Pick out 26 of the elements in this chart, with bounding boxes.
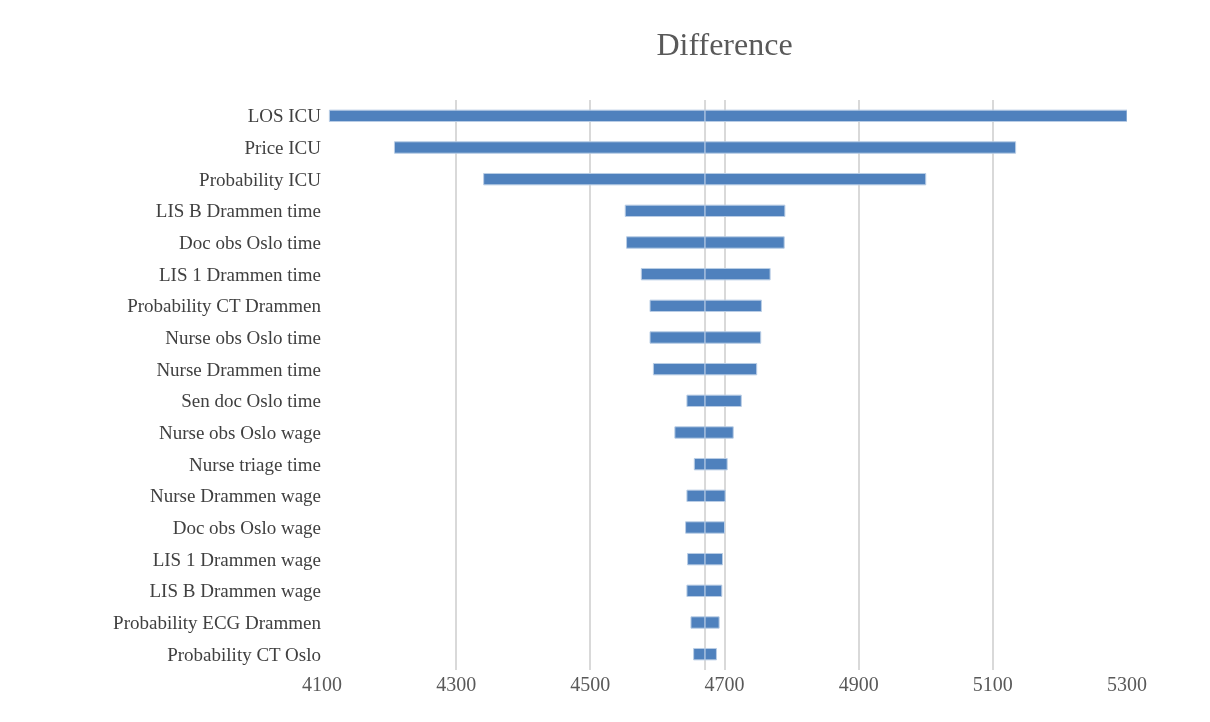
x-tick-label: 4500 <box>570 673 611 695</box>
x-tick-label: 4300 <box>436 673 477 695</box>
y-tick-label: Price ICU <box>244 137 322 159</box>
y-tick-label: LIS B Drammen time <box>155 200 321 222</box>
y-tick-label: Nurse obs Oslo wage <box>158 422 321 444</box>
x-tick-label: 4900 <box>838 673 879 695</box>
y-tick-label: Doc obs Oslo wage <box>172 517 321 539</box>
y-tick-label: LIS 1 Drammen wage <box>152 548 321 570</box>
y-tick-label: Probability ECG Drammen <box>113 612 322 634</box>
y-tick-label: Probability ICU <box>199 168 322 190</box>
y-tick-label: Probability CT Oslo <box>167 643 321 665</box>
chart-title: Difference <box>656 25 793 62</box>
x-tick-label: 4700 <box>704 673 745 695</box>
y-tick-label: Nurse obs Oslo time <box>165 327 321 349</box>
y-tick-label: Doc obs Oslo time <box>179 232 321 254</box>
x-tick-label: 4100 <box>302 673 342 695</box>
y-tick-label: Sen doc Oslo time <box>181 390 321 412</box>
y-tick-label: LIS 1 Drammen time <box>159 263 321 285</box>
y-tick-label: Probability CT Drammen <box>127 295 322 317</box>
y-tick-label: Nurse Drammen wage <box>150 485 321 507</box>
y-tick-label: LIS B Drammen wage <box>149 580 321 602</box>
y-tick-label: Nurse Drammen time <box>156 358 321 380</box>
y-tick-label: LOS ICU <box>247 105 322 127</box>
y-tick-label: Nurse triage time <box>189 453 321 475</box>
x-tick-label: 5100 <box>972 673 1013 695</box>
x-tick-label: 5300 <box>1107 673 1147 695</box>
